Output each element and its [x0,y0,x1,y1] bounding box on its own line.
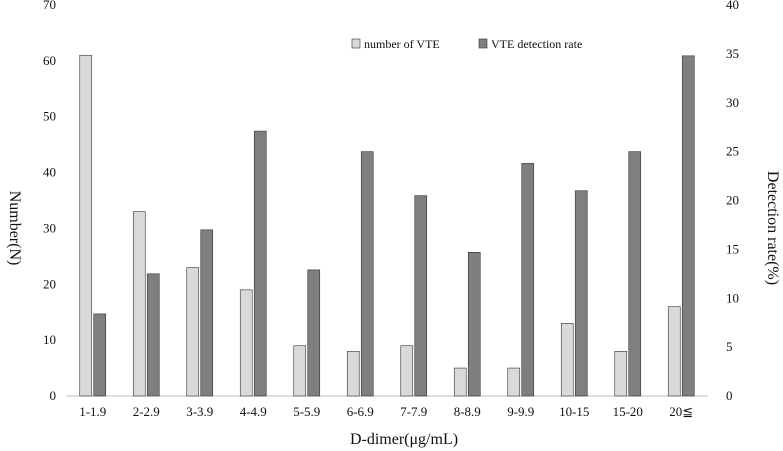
bar-number-of-vte [239,289,253,397]
x-tick-label: 8-8.9 [454,404,481,419]
left-tick-label: 60 [43,53,56,68]
x-tick-label: 5-5.9 [293,404,320,419]
x-tick-label: 2-2.9 [133,404,160,419]
bar-number-of-vte [614,351,628,397]
bar-vte-detection-rate [360,151,374,397]
right-tick-label: 0 [726,388,733,403]
right-tick-label: 20 [726,193,739,208]
bar-vte-detection-rate [253,130,267,397]
bar-number-of-vte [507,367,521,397]
bar-vte-detection-rate [467,252,481,397]
x-tick-label: 15-20 [613,404,643,419]
bar-number-of-vte [453,367,467,397]
legend-swatch-number-of-vte [351,38,361,49]
bar-vte-detection-rate [681,55,695,397]
right-tick-label: 5 [726,339,733,354]
left-tick-label: 40 [43,165,56,180]
x-axis-ticks: 1-1.9 2-2.9 3-3.9 4-4.9 5-5.9 6-6.9 7-7.9 8-8.9… [79,404,693,419]
bar-vte-detection-rate [200,229,214,397]
x-tick-label: 6-6.9 [347,404,374,419]
left-tick-label: 50 [43,109,56,124]
bar-vte-detection-rate [521,163,535,397]
bar-number-of-vte [346,351,360,397]
bar-number-of-vte [667,306,681,397]
left-tick-label: 0 [50,388,57,403]
x-tick-label: 1-1.9 [79,404,106,419]
legend-label-number-of-vte: number of VTE [364,37,440,51]
right-tick-label: 15 [726,241,739,256]
bar-number-of-vte [79,54,93,397]
left-tick-label: 30 [43,220,56,235]
x-tick-label: 10-15 [559,404,589,419]
bar-number-of-vte [560,323,574,397]
plot-area [66,54,708,397]
bar-number-of-vte [400,345,414,397]
bar-number-of-vte [186,267,200,397]
x-tick-label: 20≦ [669,404,693,419]
right-tick-label: 35 [726,46,739,61]
x-tick-label: 9-9.9 [507,404,534,419]
right-tick-label: 40 [726,0,739,12]
legend-swatch-vte-detection-rate [478,38,488,49]
bar-vte-detection-rate [146,273,160,397]
x-tick-label: 3-3.9 [186,404,213,419]
legend-label-vte-detection-rate: VTE detection rate [491,37,582,51]
right-tick-label: 30 [726,95,739,110]
legend: number of VTE VTE detection rate [351,37,582,51]
bar-vte-detection-rate [414,195,428,397]
left-tick-label: 10 [43,332,56,347]
bar-number-of-vte [293,345,307,397]
left-tick-label: 70 [43,0,56,12]
bar-number-of-vte [132,211,146,397]
bar-vte-detection-rate [628,151,642,397]
bar-vte-detection-rate [93,313,107,397]
right-tick-label: 10 [726,290,739,305]
bar-vte-detection-rate [307,269,321,397]
right-axis-ticks: 0 5 10 15 20 25 30 35 40 [726,0,739,403]
x-axis-title: D-dimer(μg/mL) [350,431,458,448]
x-tick-label: 4-4.9 [240,404,267,419]
left-tick-label: 20 [43,276,56,291]
x-tick-label: 7-7.9 [400,404,427,419]
left-axis-ticks: 0 10 20 30 40 50 60 70 [43,0,56,403]
bar-vte-detection-rate [574,190,588,397]
right-axis-title: Detection rate(%) [764,171,781,285]
left-axis-title: Number(N) [6,191,23,266]
right-tick-label: 25 [726,144,739,159]
